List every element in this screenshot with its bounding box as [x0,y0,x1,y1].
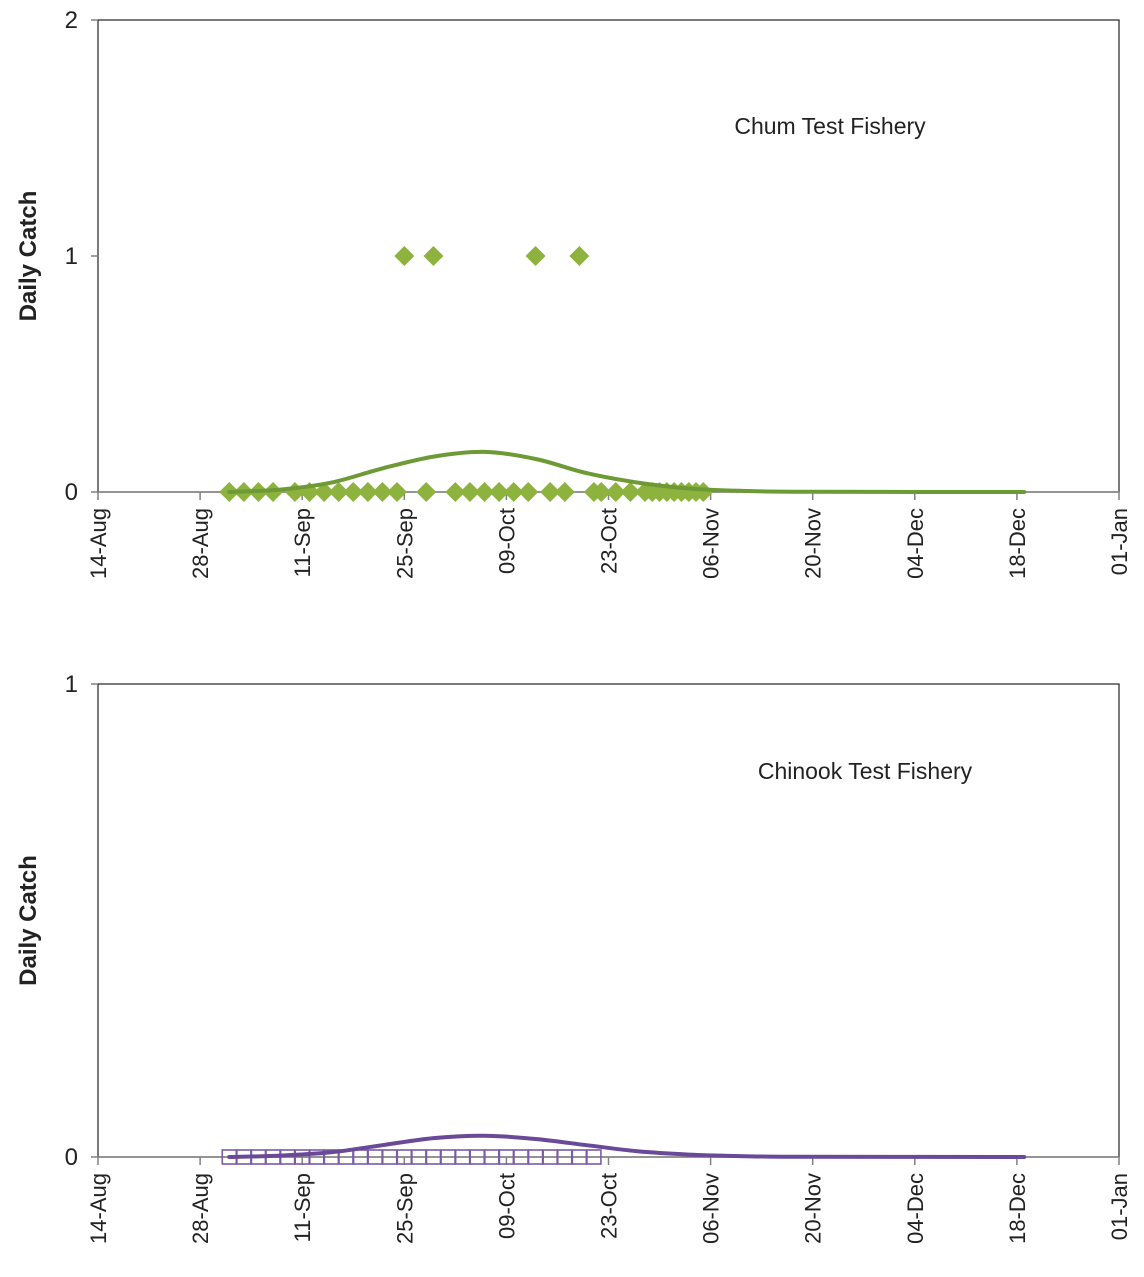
chart1-point [416,482,437,502]
chart1-point [569,246,590,266]
chart1-point [314,482,335,502]
chart1-x-tick-label: 01-Jan [1107,508,1132,575]
chart2-point [440,1149,456,1165]
chart1-point [503,482,524,502]
chart2-y-axis-label: Daily Catch [15,855,42,986]
chart1-point [343,482,364,502]
chart2-point [484,1149,500,1165]
chart2-point [586,1149,602,1165]
chart1-point [540,482,561,502]
chart2-x-tick-label: 04-Dec [903,1173,928,1244]
chart1-x-tick-label: 09-Oct [494,508,519,574]
chart1-x-tick-label: 18-Dec [1005,508,1030,579]
chart1-x-tick-label: 14-Aug [86,508,111,579]
chart2-point [454,1149,471,1165]
chart2-point [513,1149,529,1165]
chart1-x-tick-label: 06-Nov [699,508,724,579]
chart2-x-tick-label: 01-Jan [1107,1173,1132,1240]
chart2-point [469,1149,486,1165]
chart1-x-tick-label: 04-Dec [903,508,928,579]
chart1-point [474,482,495,502]
chart2-point [352,1149,369,1165]
chart2-point [527,1149,544,1165]
chart1-point [525,246,546,266]
chart1-y-tick-label: 0 [65,479,78,506]
chart1-point [693,482,714,502]
chart2-x-tick-label: 18-Dec [1005,1173,1030,1244]
chart1: 0 1 2 14-Aug 28-Aug 11-Sep 25-Sep 09-Oct 23-Oct 0… [15,7,1132,579]
chart2-trend-line [227,1133,1027,1159]
chart2: 0 1 14-Aug 28-Aug 11-Sep 25-Sep 09-Oct 23-Oct 06… [15,671,1132,1244]
chart1-point [518,482,539,502]
chart2-point [381,1149,398,1165]
chart2-x-tick-label: 28-Aug [188,1173,213,1244]
chart2-x-tick-label: 09-Oct [494,1173,519,1239]
chart1-y-axis-label: Daily Catch [15,191,42,322]
chart1-y-tick-label: 1 [65,243,78,270]
chart1-point [394,246,415,266]
chart2-x-tick-label: 20-Nov [801,1173,826,1244]
chart2-x-tick-label: 23-Oct [597,1173,622,1239]
chart2-x-tick-label: 14-Aug [86,1173,111,1244]
chart2-x-tick-label: 06-Nov [699,1173,724,1244]
chart1-point [387,482,408,502]
chart2-point [556,1149,573,1165]
chart2-x-tick-label: 11-Sep [290,1173,315,1242]
chart2-point [411,1149,427,1165]
chart2-y-tick-label: 0 [65,1144,78,1171]
chart1-annotation: Chum Test Fishery [734,113,926,139]
chart1-point [489,482,510,502]
chart1-point [554,482,575,502]
chart1-trend-line [227,449,1027,494]
chart2-y-tick-label: 1 [65,671,78,698]
chart1-point [357,482,378,502]
chart1-point [620,482,641,502]
chart1-x-tick-label: 11-Sep [290,508,315,577]
chart1-point [605,482,626,502]
chart1-x-tick-label: 20-Nov [801,508,826,579]
chart1-x-tick-label: 23-Oct [597,508,622,574]
chart2-point [294,1149,311,1165]
chart1-plot-frame [97,19,1120,493]
chart2-annotation: Chinook Test Fishery [758,758,973,784]
chart2-x-tick-label: 25-Sep [392,1173,417,1244]
chart2-point [367,1149,383,1165]
chart2-point [498,1149,515,1165]
chart2-point [571,1149,588,1165]
chart2-point [425,1149,442,1165]
chart2-point [396,1149,413,1165]
chart1-x-tick-label: 28-Aug [188,508,213,579]
chart1-x-tick-label: 25-Sep [392,508,417,579]
chart1-y-tick-label: 2 [65,7,78,34]
chart2-plot-frame [97,683,1120,1158]
chart1-point [459,482,480,502]
chart1-point [445,482,466,502]
chart1-point [372,482,393,502]
chart1-point [591,482,612,502]
chart2-point [542,1149,558,1165]
chart1-point [423,246,444,266]
chart1-point [328,482,349,502]
